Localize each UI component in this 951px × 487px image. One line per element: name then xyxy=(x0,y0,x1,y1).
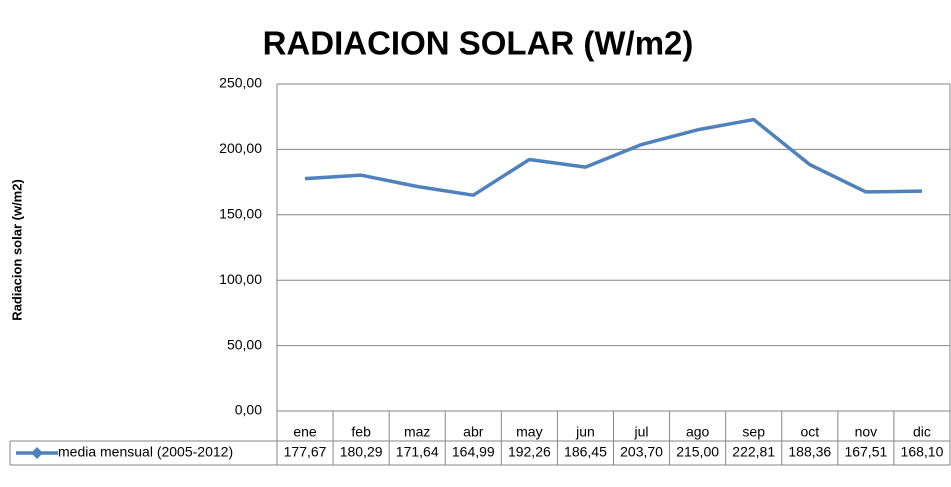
x-tick-label: maz xyxy=(404,424,430,440)
data-label: 188,36 xyxy=(788,444,831,460)
x-tick-label: oct xyxy=(800,424,819,440)
x-tick-label: jun xyxy=(575,424,595,440)
data-label: 192,26 xyxy=(508,444,551,460)
data-label: 222,81 xyxy=(732,444,775,460)
x-tick-label: nov xyxy=(855,424,878,440)
data-label: 203,70 xyxy=(620,444,663,460)
data-label: 171,64 xyxy=(396,444,439,460)
x-tick-label: dic xyxy=(913,424,931,440)
x-tick-label: may xyxy=(516,424,542,440)
y-tick-label: 250,00 xyxy=(219,75,262,91)
data-label: 186,45 xyxy=(564,444,607,460)
x-tick-label: feb xyxy=(351,424,371,440)
y-tick-label: 100,00 xyxy=(219,271,262,287)
line-series xyxy=(304,117,922,197)
data-label: 168,10 xyxy=(901,444,944,460)
y-axis-label: Radiacion solar (w/m2) xyxy=(9,179,24,321)
data-label: 167,51 xyxy=(844,444,887,460)
x-tick-label: jul xyxy=(634,424,649,440)
y-tick-label: 50,00 xyxy=(227,336,262,352)
x-tick-label: sep xyxy=(742,424,765,440)
x-tick-label: ene xyxy=(293,424,317,440)
data-label: 177,67 xyxy=(284,444,327,460)
x-tick-label: ago xyxy=(686,424,710,440)
y-tick-label: 150,00 xyxy=(219,206,262,222)
data-label: 164,99 xyxy=(452,444,495,460)
y-tick-label: 200,00 xyxy=(219,140,262,156)
data-label: 180,29 xyxy=(340,444,383,460)
chart-title: RADIACION SOLAR (W/m2) xyxy=(263,25,694,62)
y-tick-label: 0,00 xyxy=(235,402,262,418)
data-label: 215,00 xyxy=(676,444,719,460)
legend-label: media mensual (2005-2012) xyxy=(58,444,233,460)
legend-marker xyxy=(31,447,43,459)
x-tick-label: abr xyxy=(463,424,484,440)
